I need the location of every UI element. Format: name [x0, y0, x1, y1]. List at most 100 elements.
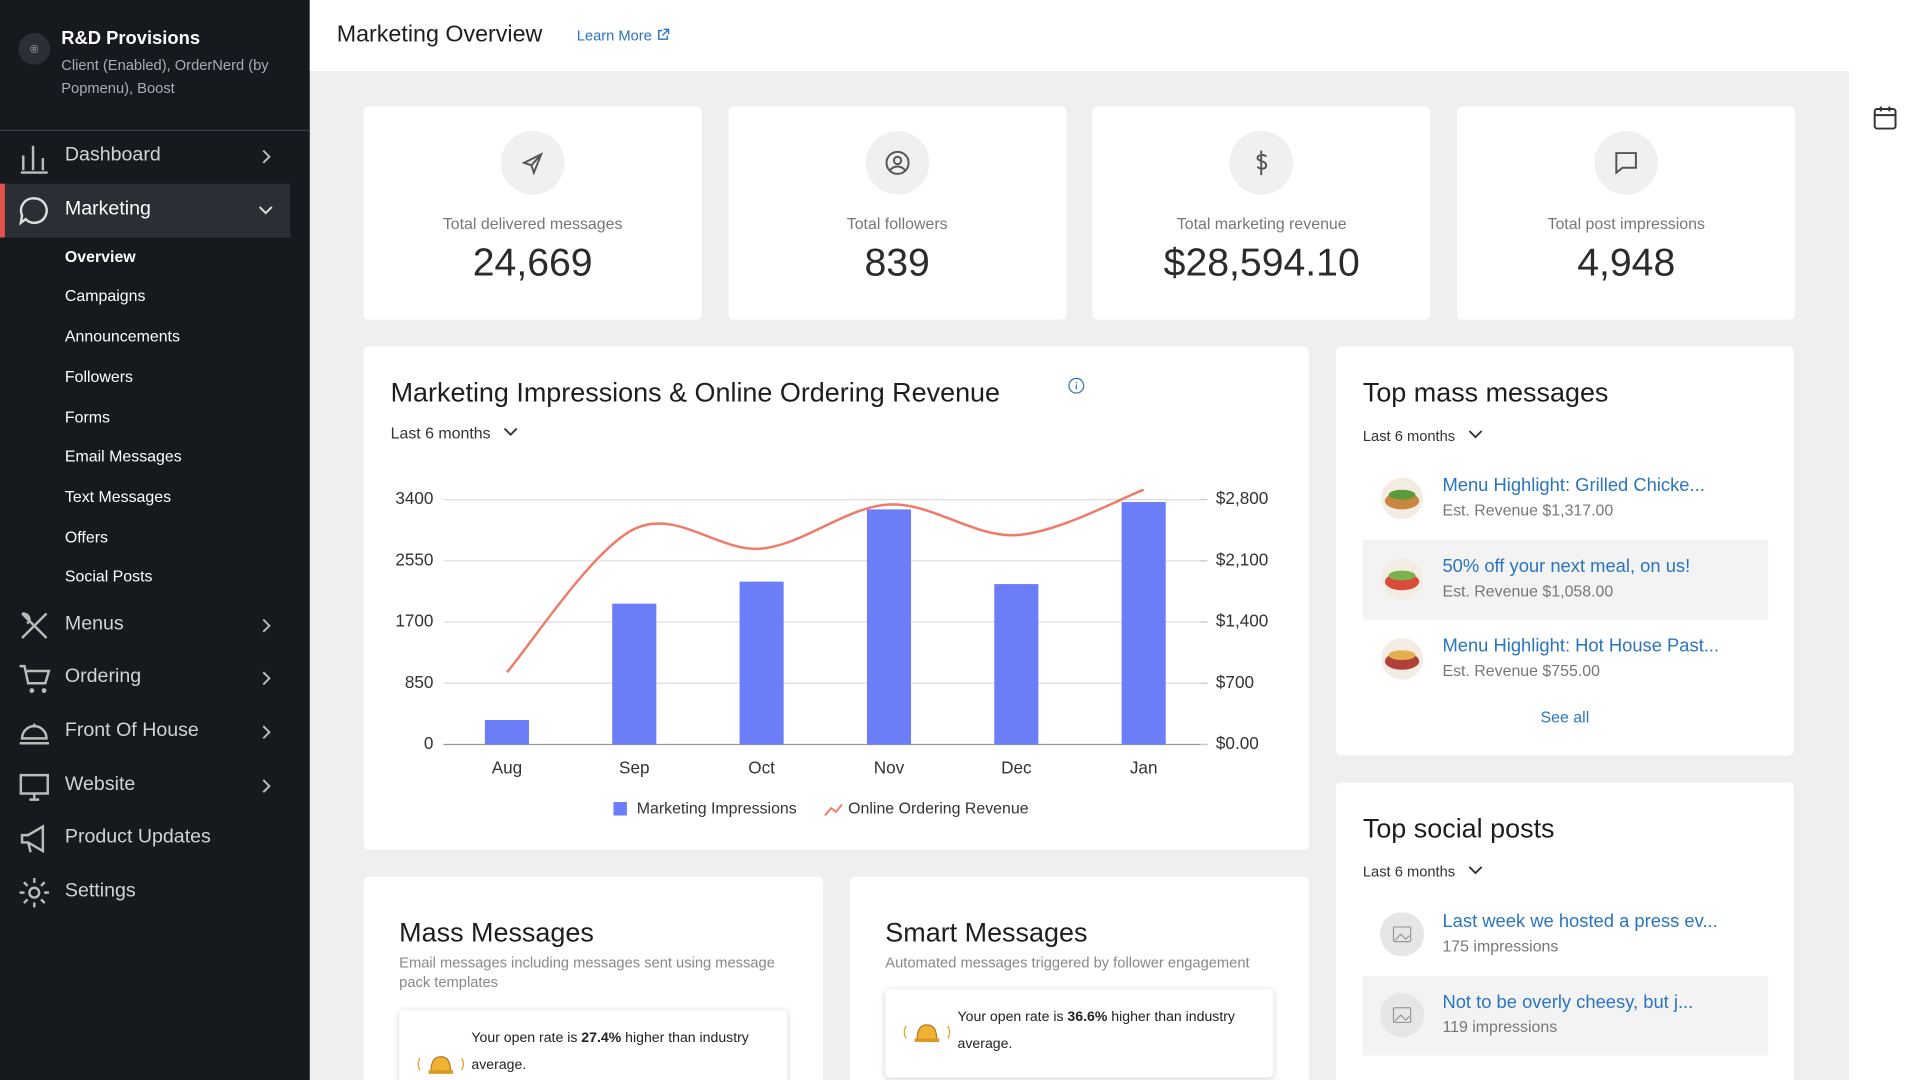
- nav-label[interactable]: Settings: [64, 880, 136, 902]
- stat-icon: [1257, 150, 1268, 176]
- chevron: [262, 778, 271, 793]
- nav-icon: [19, 665, 51, 694]
- nav-subitem[interactable]: Followers: [64, 367, 134, 386]
- y-tick-label: 1700: [395, 611, 433, 631]
- nav-item[interactable]: Dashboard: [0, 130, 290, 184]
- list-row[interactable]: Not to be overly cheesy, but j... 119 imp…: [1362, 975, 1769, 1055]
- bar: [612, 603, 657, 745]
- legend-swatch: [824, 803, 843, 817]
- nav-subitem[interactable]: Social Posts: [64, 567, 153, 586]
- thumbnail: [1380, 912, 1425, 957]
- x-tick-label: Nov: [874, 758, 905, 778]
- item-title[interactable]: Last week we hosted a press ev...: [1442, 911, 1718, 932]
- note-text: Your open rate is 27.4% higher than indu…: [471, 1025, 771, 1079]
- nav-subitem[interactable]: Forms: [64, 407, 111, 426]
- learn-more-text[interactable]: Learn More: [576, 26, 652, 45]
- y2-tick-label: $0.00: [1216, 733, 1259, 753]
- bar: [739, 581, 784, 745]
- nav-subitem[interactable]: Announcements: [64, 327, 180, 346]
- y2-tick-label: $1,400: [1216, 611, 1268, 631]
- nav-item[interactable]: Menus: [0, 598, 290, 652]
- stat-icon: [521, 152, 544, 176]
- nav-label[interactable]: Ordering: [64, 666, 142, 688]
- y-tick-label: 2550: [395, 549, 433, 569]
- y2-tick-label: $2,800: [1216, 488, 1268, 508]
- header: Marketing Overview Learn More: [309, 0, 1920, 72]
- nav-item[interactable]: Front Of House: [0, 705, 290, 759]
- period-select[interactable]: Last 6 months: [1363, 427, 1484, 444]
- nav-subitem[interactable]: Campaigns: [64, 287, 146, 306]
- nav-label[interactable]: Product Updates: [64, 826, 211, 848]
- nav-item[interactable]: Ordering: [0, 652, 290, 706]
- card-title: Smart Messages: [885, 917, 1088, 948]
- list-row[interactable]: 50% off your next meal, on us! Est. Reven…: [1362, 539, 1769, 619]
- item-title[interactable]: Menu Highlight: Hot House Past...: [1442, 635, 1720, 657]
- item-detail: 119 impressions: [1442, 1016, 1558, 1036]
- period-text[interactable]: Last 6 months: [1362, 427, 1456, 445]
- y-tick-label: 0: [424, 733, 434, 753]
- chevron: [262, 618, 271, 632]
- stat-card: Total post impressions 4,948: [1457, 106, 1796, 320]
- chevron: [258, 205, 273, 215]
- nav-subitem[interactable]: Email Messages: [64, 447, 182, 466]
- x-tick-label: Sep: [619, 758, 649, 778]
- calendar-button[interactable]: [1872, 104, 1899, 131]
- thumbnail: [1381, 637, 1423, 680]
- y2-tick-label: $2,100: [1216, 549, 1268, 569]
- period-select[interactable]: Last 6 months: [391, 424, 520, 442]
- stat-label: Total delivered messages: [442, 214, 623, 233]
- chart-title: Marketing Impressions & Online Ordering …: [390, 377, 1001, 408]
- see-all[interactable]: See all: [1540, 707, 1590, 727]
- nav-icon: [19, 196, 48, 226]
- bar: [484, 720, 529, 745]
- page-title: Marketing Overview: [336, 22, 543, 48]
- smart-messages: Smart Messages Automated messages trigge…: [849, 876, 1309, 1080]
- card-title: Mass Messages: [399, 917, 594, 948]
- period-text[interactable]: Last 6 months: [390, 423, 491, 443]
- top-mass-messages: Top mass messages Last 6 months Menu Hig…: [1335, 346, 1794, 756]
- nav-subitem[interactable]: Overview: [64, 246, 136, 266]
- card-title: Top social posts: [1362, 813, 1555, 844]
- line: [506, 488, 1145, 674]
- nav-item[interactable]: Website: [0, 759, 290, 813]
- stat-value: 4,948: [1577, 240, 1676, 285]
- item-title[interactable]: 50% off your next meal, on us!: [1442, 555, 1691, 577]
- card-description: Email messages including messages sent u…: [399, 953, 775, 991]
- bar: [994, 584, 1039, 745]
- item-title[interactable]: Menu Highlight: Grilled Chicke...: [1442, 475, 1705, 496]
- mass-messages: Mass Messages Email messages including m…: [363, 876, 823, 1080]
- legend-label: Marketing Impressions: [637, 801, 797, 818]
- stat-icon-bg: [1594, 131, 1659, 195]
- x-tick-label: Dec: [1001, 758, 1032, 778]
- bar: [866, 509, 912, 745]
- nav-label[interactable]: Menus: [64, 612, 124, 634]
- nav-icon: [21, 611, 48, 639]
- nav-label[interactable]: Marketing: [64, 197, 151, 219]
- legend-swatch: [613, 802, 627, 816]
- info-icon[interactable]: [1068, 377, 1085, 394]
- nav-label[interactable]: Website: [64, 773, 136, 795]
- stat-card: Total marketing revenue $28,594.10: [1092, 106, 1431, 320]
- nav-subitem[interactable]: Offers: [64, 527, 108, 546]
- item-detail: Est. Revenue $755.00: [1442, 661, 1600, 680]
- nav-label[interactable]: Dashboard: [64, 144, 161, 166]
- nav-subitem[interactable]: Text Messages: [64, 487, 172, 506]
- period-select[interactable]: Last 6 months: [1363, 863, 1484, 880]
- learn-more[interactable]: Learn More: [577, 27, 670, 44]
- nav-item[interactable]: Marketing: [0, 183, 290, 237]
- y-tick-label: 3400: [395, 488, 433, 508]
- nav-item[interactable]: Settings: [0, 866, 290, 920]
- period-text[interactable]: Last 6 months: [1362, 863, 1456, 881]
- stat-icon-bg: [865, 131, 930, 195]
- item-detail: Est. Revenue $1,058.00: [1442, 581, 1614, 600]
- stat-label: Total followers: [846, 214, 948, 233]
- nav-item[interactable]: Product Updates: [0, 812, 290, 866]
- divider: [0, 129, 310, 132]
- item-title[interactable]: Not to be overly cheesy, but j...: [1442, 991, 1694, 1013]
- list-row[interactable]: Last week we hosted a press ev... 175 imp…: [1363, 895, 1768, 975]
- list-row[interactable]: Menu Highlight: Grilled Chicke... Est. Re…: [1363, 459, 1768, 539]
- list-row[interactable]: Menu Highlight: Hot House Past... Est. Re…: [1363, 620, 1768, 700]
- nav-label[interactable]: Front Of House: [64, 719, 199, 741]
